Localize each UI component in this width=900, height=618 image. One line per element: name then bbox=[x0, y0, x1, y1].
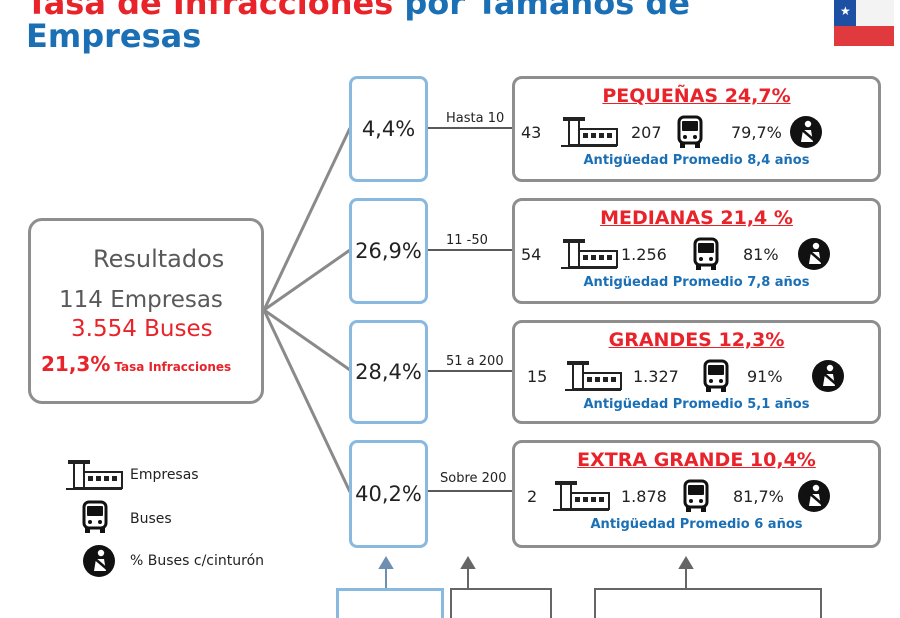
results-heading: Resultados bbox=[93, 245, 225, 273]
building-icon bbox=[553, 481, 610, 511]
tier-row-3: 15 1.327 91% bbox=[521, 359, 876, 393]
title-part-red: Tasa de Infracciones bbox=[26, 0, 394, 22]
connector-results-tier4 bbox=[262, 309, 352, 493]
tier-range-4: Sobre 200 bbox=[440, 471, 507, 486]
tier-pct-1: 4,4% bbox=[361, 117, 416, 141]
tier-pct-box-2: 26,9% bbox=[349, 198, 428, 304]
tier-belt-2: 81% bbox=[743, 245, 779, 264]
title-part-blue: por Tamaños de bbox=[393, 0, 690, 22]
chile-flag-icon: ★ bbox=[834, 0, 894, 46]
bus-icon bbox=[693, 237, 719, 270]
tier-pct-box-4: 40,2% bbox=[349, 440, 428, 548]
page-title-line2: Empresas bbox=[26, 17, 202, 55]
tier-buses-4: 1.878 bbox=[621, 487, 667, 506]
seatbelt-icon bbox=[83, 545, 115, 577]
tier-buses-1: 207 bbox=[631, 123, 662, 142]
bus-icon bbox=[703, 359, 729, 392]
bottom-box-2 bbox=[450, 588, 552, 618]
legend-label-buses: Buses bbox=[130, 511, 172, 527]
tier-companies-2: 54 bbox=[521, 245, 542, 264]
tier-buses-2: 1.256 bbox=[621, 245, 667, 264]
tier-pct-2: 26,9% bbox=[355, 239, 422, 263]
tier-age-4: Antigüedad Promedio 6 años bbox=[590, 517, 803, 532]
tier-belt-4: 81,7% bbox=[733, 487, 784, 506]
results-buses: 3.554 Buses bbox=[71, 316, 213, 342]
tier-row-4: 2 1.878 81,7% bbox=[521, 479, 876, 513]
seatbelt-icon bbox=[790, 116, 822, 148]
tier-belt-1: 79,7% bbox=[731, 123, 782, 142]
building-icon bbox=[565, 361, 622, 391]
tier-range-3: 51 a 200 bbox=[446, 354, 504, 369]
tier-pct-box-3: 28,4% bbox=[349, 320, 428, 424]
bottom-box-1 bbox=[336, 588, 444, 618]
tier-range-1: Hasta 10 bbox=[446, 111, 505, 126]
results-companies: 114 Empresas bbox=[59, 287, 223, 313]
seatbelt-icon bbox=[812, 360, 844, 392]
tier-companies-3: 15 bbox=[527, 367, 548, 386]
tier-age-1: Antigüedad Promedio 8,4 años bbox=[583, 153, 810, 168]
results-rate-value: 21,3% bbox=[41, 352, 111, 376]
bus-icon bbox=[82, 500, 108, 533]
tier-pct-3: 28,4% bbox=[355, 360, 422, 384]
building-icon bbox=[66, 460, 123, 490]
page-title: Tasa de Infracciones por Tamaños de bbox=[26, 0, 690, 19]
tier-buses-3: 1.327 bbox=[633, 367, 679, 386]
tier-pct-box-1: 4,4% bbox=[349, 76, 428, 182]
building-icon bbox=[561, 117, 618, 147]
connector-results-tier1 bbox=[262, 127, 352, 311]
tier-title-2: MEDIANAS 21,4 % bbox=[600, 207, 793, 229]
tier-box-4: EXTRA GRANDE 10,4% 2 1.878 81,7% Antigüe… bbox=[512, 440, 881, 548]
tier-range-2: 11 -50 bbox=[446, 233, 488, 248]
results-box: Resultados 114 Empresas 3.554 Buses 21,3… bbox=[28, 218, 264, 404]
building-icon bbox=[561, 239, 618, 269]
tier-belt-3: 91% bbox=[747, 367, 783, 386]
tier-pct-4: 40,2% bbox=[355, 482, 422, 506]
seatbelt-icon bbox=[798, 238, 830, 270]
tier-companies-1: 43 bbox=[521, 123, 542, 142]
tier-box-3: GRANDES 12,3% 15 1.327 91% Antigüedad Pr… bbox=[512, 320, 881, 424]
connector-results-tier2 bbox=[263, 248, 351, 312]
legend-label-companies: Empresas bbox=[130, 467, 199, 483]
results-rate: 21,3% Tasa Infracciones bbox=[41, 352, 231, 376]
tier-companies-4: 2 bbox=[527, 487, 538, 506]
bottom-box-3 bbox=[594, 588, 822, 618]
tier-age-3: Antigüedad Promedio 5,1 años bbox=[583, 397, 810, 412]
tier-age-2: Antigüedad Promedio 7,8 años bbox=[583, 275, 810, 290]
tier-row-2: 54 1.256 81% bbox=[521, 237, 876, 271]
connector-lines bbox=[262, 127, 694, 598]
bus-icon bbox=[683, 479, 709, 512]
seatbelt-icon bbox=[798, 480, 830, 512]
tier-box-2: MEDIANAS 21,4 % 54 1.256 81% Antigüedad … bbox=[512, 198, 881, 304]
tier-title-3: GRANDES 12,3% bbox=[608, 329, 785, 351]
bus-icon bbox=[677, 115, 703, 148]
legend-label-belt: % Buses c/cinturón bbox=[130, 553, 265, 569]
tier-box-1: PEQUEÑAS 24,7% 43 207 79,7% Antigüedad P… bbox=[512, 76, 881, 182]
results-rate-label: Tasa Infracciones bbox=[114, 360, 232, 374]
connector-results-tier3 bbox=[263, 308, 351, 372]
tier-title-1: PEQUEÑAS 24,7% bbox=[602, 85, 791, 107]
tier-title-4: EXTRA GRANDE 10,4% bbox=[577, 449, 816, 471]
tier-row-1: 43 207 79,7% bbox=[521, 115, 876, 149]
